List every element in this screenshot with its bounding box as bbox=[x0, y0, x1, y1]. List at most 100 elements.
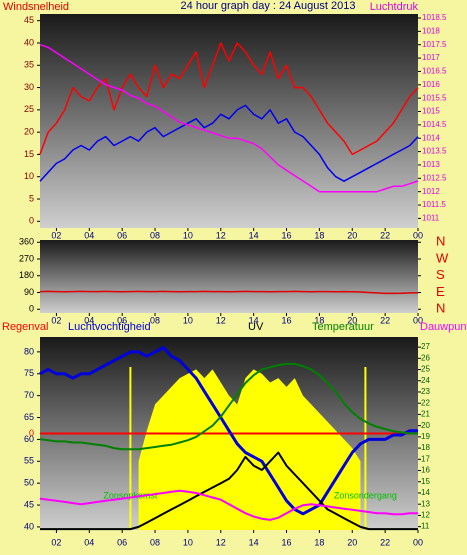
y-tick-label: 55 bbox=[24, 456, 34, 466]
y-tick-label: 45 bbox=[24, 15, 34, 25]
x-tick-label: 18 bbox=[314, 315, 324, 325]
y-tick-label: 180 bbox=[19, 270, 34, 280]
x-tick-label: 06 bbox=[117, 537, 127, 547]
x-tick-label: 08 bbox=[150, 315, 160, 325]
y2-tick-label: 22 bbox=[421, 398, 430, 407]
y2-tick-label: S bbox=[436, 267, 445, 282]
y2-tick-label: 1017.5 bbox=[422, 40, 447, 49]
y2-tick-label: E bbox=[436, 284, 445, 299]
series-line bbox=[39, 290, 418, 295]
x-tick-label: 12 bbox=[216, 537, 226, 547]
x-tick-label: 10 bbox=[183, 315, 193, 325]
x-tick-label: 18 bbox=[314, 230, 324, 240]
y-tick-label: 360 bbox=[19, 237, 34, 247]
y2-tick-label: 1012.5 bbox=[422, 173, 447, 182]
y2-tick-label: 24 bbox=[421, 376, 430, 385]
y-tick-label: 270 bbox=[19, 253, 34, 263]
y2-tick-label: 23 bbox=[421, 387, 430, 396]
x-tick-label: 22 bbox=[380, 315, 390, 325]
y2-tick-label: 1012 bbox=[422, 187, 440, 196]
y2-tick-label: 26 bbox=[421, 353, 430, 362]
y-tick-label: 75 bbox=[24, 368, 34, 378]
x-tick-label: 16 bbox=[282, 537, 292, 547]
x-tick-label: 22 bbox=[380, 537, 390, 547]
x-tick-label: 04 bbox=[84, 230, 94, 240]
y2-tick-label: 1018 bbox=[422, 26, 440, 35]
y-tick-label: 70 bbox=[24, 390, 34, 400]
series-line bbox=[39, 346, 418, 516]
x-tick-label: 14 bbox=[249, 537, 259, 547]
y-tick-label: 65 bbox=[24, 412, 34, 422]
y2-tick-label: 21 bbox=[421, 410, 430, 419]
left-axis-title: Windsnelheid bbox=[3, 1, 69, 13]
y-tick-label: 45 bbox=[24, 499, 34, 509]
x-tick-label: 16 bbox=[282, 315, 292, 325]
radiation-area bbox=[138, 369, 361, 530]
y2-tick-label: 17 bbox=[421, 454, 430, 463]
y-tick-label: 25 bbox=[24, 104, 34, 114]
y2-tick-label: 1016.5 bbox=[422, 67, 447, 76]
x-tick-label: 14 bbox=[249, 230, 259, 240]
x-tick-label: 02 bbox=[51, 315, 61, 325]
y-tick-label: 40 bbox=[24, 521, 34, 531]
y2-tick-label: 1018.5 bbox=[422, 13, 447, 22]
x-tick-label: 02 bbox=[51, 537, 61, 547]
y2-tick-label: 27 bbox=[421, 342, 430, 351]
x-tick-label: 22 bbox=[380, 230, 390, 240]
y2-tick-label: 1016 bbox=[422, 80, 440, 89]
right-axis-title: Luchtdruk bbox=[370, 1, 419, 13]
x-tick-label: 04 bbox=[84, 537, 94, 547]
y2-tick-label: 20 bbox=[421, 421, 430, 430]
x-tick-label: 14 bbox=[249, 315, 259, 325]
x-tick-label: 02 bbox=[51, 230, 61, 240]
y-tick-label: 5 bbox=[29, 193, 34, 203]
annotation-label: Zonsondergang bbox=[334, 490, 397, 500]
x-tick-label: 08 bbox=[150, 230, 160, 240]
x-tick-label: 04 bbox=[84, 315, 94, 325]
x-tick-label: 12 bbox=[216, 230, 226, 240]
legend-entry: Regenval bbox=[2, 321, 48, 333]
series-line bbox=[39, 104, 419, 182]
y2-tick-label: 14 bbox=[421, 488, 430, 497]
y2-tick-label: 1014.5 bbox=[422, 120, 447, 129]
x-tick-label: 06 bbox=[117, 230, 127, 240]
chart-title: 24 hour graph day : 24 August 2013 bbox=[181, 0, 356, 12]
x-tick-label: 08 bbox=[150, 537, 160, 547]
series-line bbox=[39, 43, 419, 193]
y-tick-label: 80 bbox=[24, 346, 34, 356]
y-tick-label: 20 bbox=[24, 127, 34, 137]
plot-area bbox=[40, 14, 418, 228]
y-tick-label: 10 bbox=[24, 171, 34, 181]
y2-tick-label: 16 bbox=[421, 466, 430, 475]
x-tick-label: 20 bbox=[347, 230, 357, 240]
y2-tick-label: 1011 bbox=[422, 213, 440, 222]
y-tick-label: 50 bbox=[24, 478, 34, 488]
y-tick-label: 90 bbox=[24, 287, 34, 297]
x-tick-label: 00 bbox=[413, 315, 423, 325]
y2-tick-label: 1015 bbox=[422, 107, 440, 116]
y2-tick-label: 1017 bbox=[422, 53, 440, 62]
y2-tick-label: N bbox=[436, 301, 445, 316]
x-tick-label: 12 bbox=[216, 315, 226, 325]
series-line bbox=[39, 42, 419, 156]
y2-tick-label: 1015.5 bbox=[422, 93, 447, 102]
x-tick-label: 00 bbox=[413, 537, 423, 547]
y2-tick-label: 11 bbox=[421, 522, 430, 531]
legend-entry: Temperatuur bbox=[312, 321, 374, 333]
y-tick-label: 40 bbox=[24, 37, 34, 47]
x-tick-label: 16 bbox=[282, 230, 292, 240]
y3-tick-label: 0 bbox=[29, 428, 34, 438]
y2-tick-label: 12 bbox=[421, 511, 430, 520]
y2-tick-label: 15 bbox=[421, 477, 430, 486]
series-line bbox=[40, 451, 418, 531]
plot-area bbox=[40, 240, 418, 313]
y2-tick-label: 1013.5 bbox=[422, 147, 447, 156]
y-tick-label: 0 bbox=[29, 216, 34, 226]
x-tick-label: 20 bbox=[347, 537, 357, 547]
y2-tick-label: 19 bbox=[421, 432, 430, 441]
y2-tick-label: N bbox=[436, 234, 445, 249]
y2-tick-label: 13 bbox=[421, 499, 430, 508]
legend-entry: Dauwpunt bbox=[420, 321, 467, 333]
x-tick-label: 06 bbox=[117, 315, 127, 325]
